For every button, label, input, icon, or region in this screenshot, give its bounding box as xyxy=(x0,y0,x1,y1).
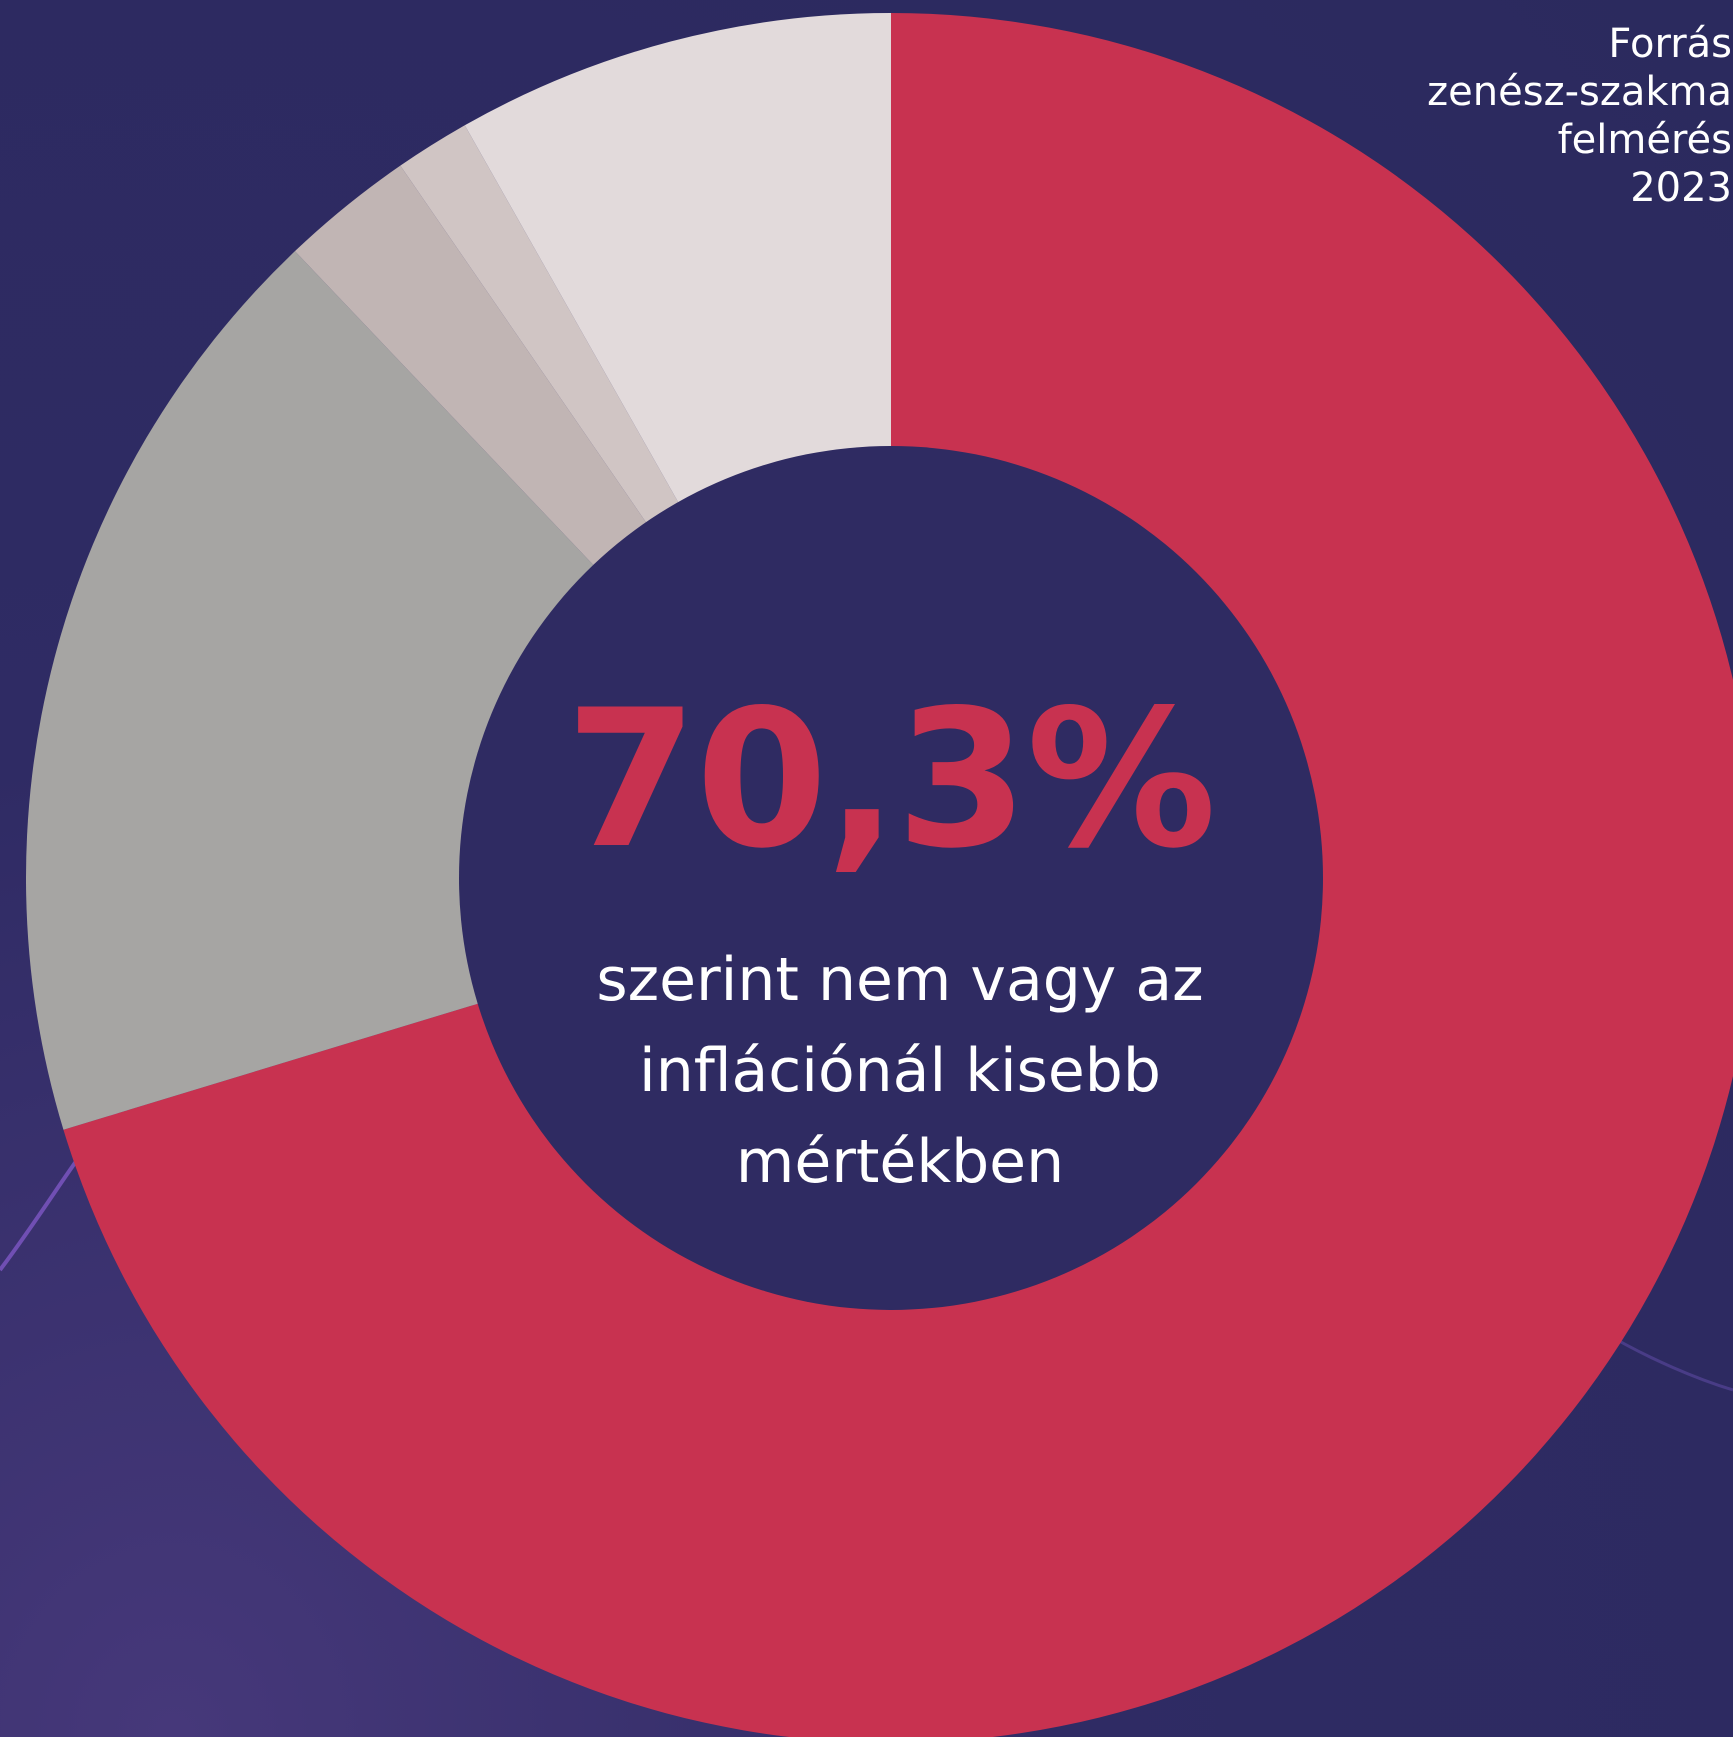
source-line-2: zenész-szakma xyxy=(1427,69,1732,115)
source-line-1: Forrás xyxy=(1608,21,1732,67)
source-line-3: felmérés xyxy=(1557,117,1732,163)
source-line-4: 2023 xyxy=(1630,165,1732,211)
source-note: Forrás zenész-szakma felmérés 2023 xyxy=(1380,20,1732,212)
donut-hole xyxy=(459,446,1323,1310)
center-percentage: 70,3% xyxy=(565,669,1216,890)
center-caption: szerint nem vagy az inflációnál kisebb m… xyxy=(596,945,1204,1197)
